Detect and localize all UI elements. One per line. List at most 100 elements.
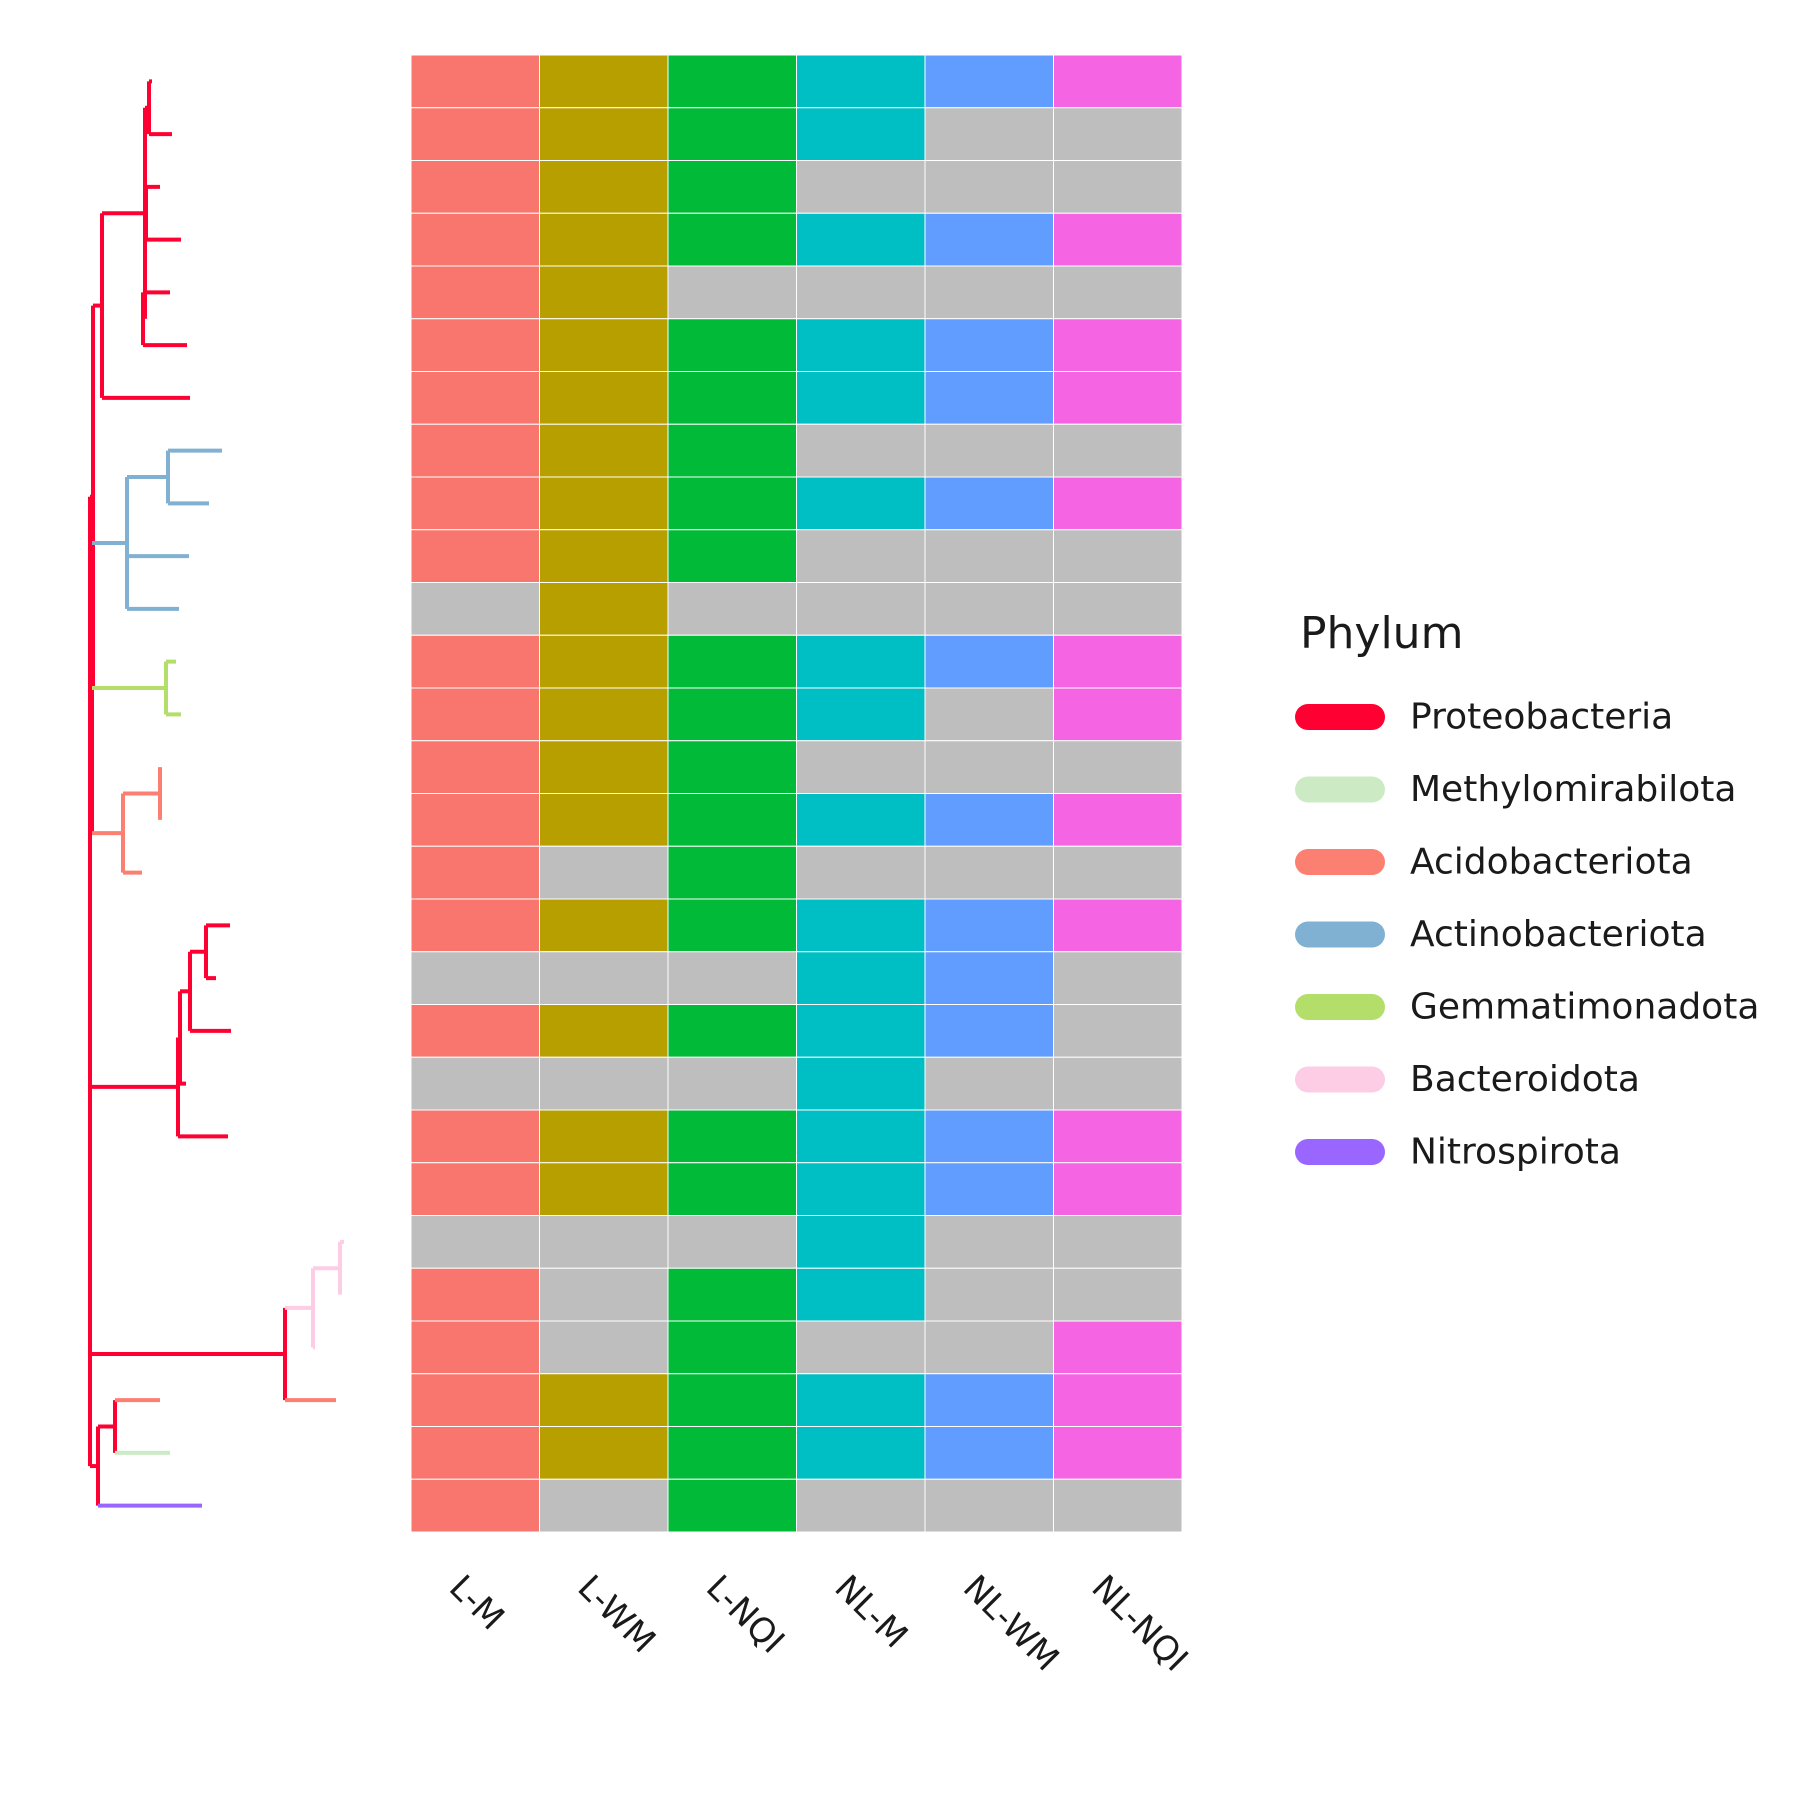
heatmap-cell	[410, 476, 540, 531]
heatmap-cell	[667, 212, 797, 267]
heatmap-cell	[924, 582, 1054, 636]
heatmap-cell	[539, 107, 669, 161]
column-label: NL-NQI	[1084, 1568, 1196, 1680]
heatmap-cell	[1053, 1373, 1183, 1427]
legend-label: Acidobacteriota	[1410, 842, 1693, 883]
heatmap-cell	[924, 1478, 1054, 1533]
column-label: NL-M	[827, 1568, 916, 1657]
heatmap-cell	[667, 160, 797, 214]
heatmap-cell	[539, 476, 669, 531]
heatmap-cell	[539, 318, 669, 372]
heatmap-cell	[667, 1267, 797, 1322]
heatmap-cell	[410, 582, 540, 636]
legend-label: Proteobacteria	[1410, 697, 1673, 738]
heatmap-cell	[1053, 476, 1183, 531]
heatmap-cell	[924, 845, 1054, 900]
heatmap-cell	[796, 265, 926, 320]
heatmap-cell	[924, 1320, 1054, 1375]
heatmap-cell	[667, 371, 797, 425]
heatmap-cell	[539, 1373, 669, 1427]
phylogenetic-tree	[88, 79, 344, 1508]
heatmap-cell	[539, 1320, 669, 1375]
heatmap-cell	[667, 1109, 797, 1164]
heatmap-cell	[796, 582, 926, 636]
heatmap-cell	[410, 793, 540, 847]
heatmap-cell	[410, 423, 540, 478]
heatmap-cell	[667, 582, 797, 636]
heatmap-cell	[1053, 687, 1183, 742]
heatmap-cell	[410, 634, 540, 689]
heatmap-cell	[410, 371, 540, 425]
heatmap-cell	[796, 212, 926, 267]
heatmap-cell	[924, 212, 1054, 267]
heatmap-cell	[924, 1004, 1054, 1058]
heatmap-cell	[796, 529, 926, 583]
heatmap-cell	[924, 1426, 1054, 1480]
heatmap-cell	[410, 529, 540, 583]
heatmap-cell	[1053, 371, 1183, 425]
heatmap-cell	[410, 1426, 540, 1480]
heatmap-cell	[1053, 1320, 1183, 1375]
heatmap-cell	[924, 54, 1054, 109]
heatmap-cell	[1053, 54, 1183, 109]
heatmap-cell	[796, 740, 926, 794]
heatmap-cell	[796, 1426, 926, 1480]
heatmap-cell	[796, 160, 926, 214]
heatmap-cell	[667, 951, 797, 1005]
heatmap-cell	[539, 1267, 669, 1322]
heatmap-cell	[539, 212, 669, 267]
heatmap-cell	[1053, 212, 1183, 267]
heatmap-cell	[1053, 265, 1183, 320]
heatmap-cell	[539, 634, 669, 689]
heatmap-cell	[796, 371, 926, 425]
heatmap-cell	[539, 951, 669, 1005]
heatmap-cells	[410, 54, 1183, 1533]
heatmap-cell	[796, 423, 926, 478]
heatmap-cell	[1053, 898, 1183, 953]
heatmap-cell	[1053, 1004, 1183, 1058]
heatmap-cell	[667, 107, 797, 161]
heatmap-cell	[667, 1056, 797, 1111]
heatmap-cell	[667, 634, 797, 689]
heatmap-cell	[796, 1373, 926, 1427]
heatmap-cell	[924, 687, 1054, 742]
legend-label: Nitrospirota	[1410, 1132, 1621, 1173]
heatmap-cell	[796, 54, 926, 109]
heatmap-cell	[667, 1215, 797, 1269]
heatmap-cell	[667, 845, 797, 900]
heatmap-cell	[539, 1215, 669, 1269]
heatmap-cell	[1053, 529, 1183, 583]
heatmap-cell	[539, 793, 669, 847]
heatmap-cell	[667, 476, 797, 531]
heatmap-cell	[539, 740, 669, 794]
heatmap-cell	[796, 107, 926, 161]
heatmap-cell	[667, 1478, 797, 1533]
heatmap-cell	[410, 1162, 540, 1216]
heatmap-cell	[667, 318, 797, 372]
heatmap-cell	[539, 687, 669, 742]
heatmap-cell	[796, 951, 926, 1005]
heatmap-cell	[410, 212, 540, 267]
heatmap-cell	[667, 1162, 797, 1216]
heatmap-cell	[1053, 1109, 1183, 1164]
heatmap-cell	[410, 951, 540, 1005]
heatmap-cell	[796, 476, 926, 531]
heatmap-cell	[410, 1056, 540, 1111]
heatmap-cell	[667, 1004, 797, 1058]
heatmap-cell	[539, 845, 669, 900]
heatmap-cell	[924, 160, 1054, 214]
heatmap-cell	[924, 1267, 1054, 1322]
heatmap-cell	[410, 1320, 540, 1375]
legend-label: Bacteroidota	[1410, 1059, 1640, 1100]
column-label: L-M	[441, 1568, 512, 1639]
heatmap-cell	[667, 423, 797, 478]
heatmap-cell	[667, 687, 797, 742]
heatmap-cell	[667, 740, 797, 794]
column-label: NL-WM	[955, 1568, 1066, 1679]
heatmap-cell	[796, 318, 926, 372]
heatmap-cell	[539, 1056, 669, 1111]
heatmap-cell	[667, 1426, 797, 1480]
heatmap-cell	[667, 1320, 797, 1375]
heatmap-cell	[796, 1056, 926, 1111]
